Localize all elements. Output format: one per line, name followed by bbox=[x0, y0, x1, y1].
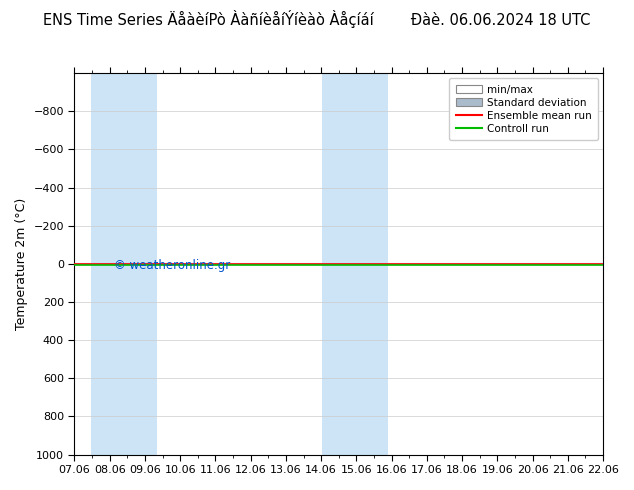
Bar bbox=[322, 73, 355, 455]
Bar bbox=[355, 73, 388, 455]
Legend: min/max, Standard deviation, Ensemble mean run, Controll run: min/max, Standard deviation, Ensemble me… bbox=[450, 78, 598, 140]
Bar bbox=[124, 73, 157, 455]
Y-axis label: Temperature 2m (°C): Temperature 2m (°C) bbox=[15, 198, 28, 330]
Text: ENS Time Series ÄåàèíPò ÀàñíèåíÝíèàò Àåçíáí        Ðàè. 06.06.2024 18 UTC: ENS Time Series ÄåàèíPò ÀàñíèåíÝíèàò Àåç… bbox=[43, 10, 591, 28]
Text: © weatheronline.gr: © weatheronline.gr bbox=[114, 259, 230, 272]
Bar bbox=[91, 73, 124, 455]
